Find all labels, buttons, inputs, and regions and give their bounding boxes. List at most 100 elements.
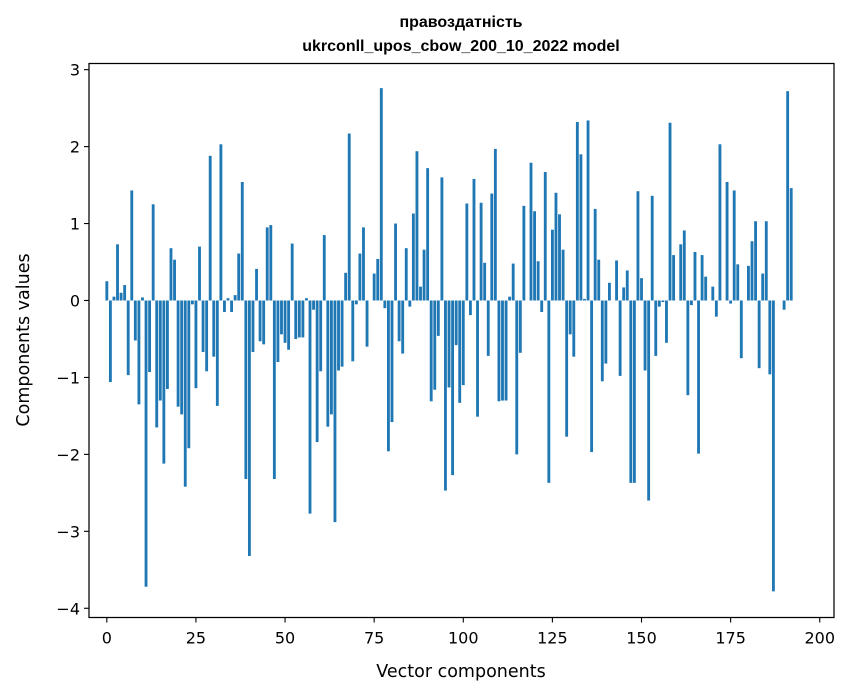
bar — [337, 300, 340, 371]
bar — [301, 300, 305, 338]
bar — [468, 300, 472, 316]
bar — [768, 300, 772, 375]
bar — [533, 211, 536, 301]
bar — [568, 300, 572, 335]
bar — [376, 258, 380, 301]
bar — [483, 262, 487, 301]
y-tick-label: 2 — [70, 138, 80, 157]
bar — [166, 300, 169, 389]
bar — [344, 272, 348, 301]
bar — [354, 300, 358, 305]
bar — [258, 300, 262, 342]
bar — [265, 227, 269, 301]
bar — [625, 270, 629, 301]
bar — [729, 300, 733, 304]
bars-group — [105, 88, 793, 592]
bar — [782, 300, 786, 310]
x-tick-label: 0 — [102, 629, 112, 648]
bar — [486, 300, 490, 356]
y-axis-ticks: −4 −3 −2 −1 0 1 2 3 — [56, 61, 89, 618]
bar — [704, 276, 708, 301]
bar — [387, 300, 390, 452]
bar — [205, 300, 209, 372]
bar — [529, 162, 533, 301]
y-tick-label: 3 — [70, 61, 80, 80]
bar — [233, 295, 237, 301]
bar — [665, 300, 668, 343]
x-tick-label: 75 — [364, 629, 384, 648]
bar — [223, 300, 226, 313]
bar — [347, 133, 351, 301]
bar — [518, 300, 522, 353]
bar — [689, 300, 693, 306]
bar — [686, 300, 690, 396]
bar — [137, 300, 141, 405]
bar — [383, 300, 387, 309]
bar — [711, 286, 715, 301]
bar — [465, 203, 469, 301]
bar — [251, 300, 255, 353]
y-tick-label: −1 — [56, 368, 80, 387]
y-tick-label: 1 — [70, 215, 80, 234]
bar — [550, 229, 554, 301]
bar — [476, 300, 479, 417]
x-tick-label: 100 — [448, 629, 479, 648]
chart-title-line2: ukrconll_upos_cbow_200_10_2022 model — [302, 38, 619, 55]
bar — [515, 300, 519, 455]
bar — [183, 300, 187, 487]
bar — [141, 297, 144, 301]
bar — [426, 168, 430, 301]
bar — [451, 300, 455, 476]
bar — [540, 300, 544, 313]
bar — [126, 300, 130, 376]
bar — [162, 300, 166, 464]
bar — [586, 120, 590, 301]
bar — [615, 260, 618, 301]
bar — [786, 91, 790, 301]
bar — [112, 296, 116, 301]
bar — [305, 298, 308, 301]
bar — [272, 300, 276, 479]
bar — [654, 300, 658, 356]
bar — [148, 300, 152, 373]
bar — [133, 300, 137, 341]
bar — [511, 263, 515, 301]
bar — [287, 300, 291, 350]
bar — [255, 268, 258, 301]
x-axis-label: Vector components — [376, 662, 545, 682]
bar — [504, 300, 508, 401]
bar — [319, 300, 323, 372]
bar — [415, 151, 419, 301]
bar — [130, 190, 134, 301]
bar — [408, 300, 412, 307]
bar — [312, 300, 315, 310]
bar — [237, 253, 241, 301]
bar — [618, 300, 622, 376]
bar — [397, 300, 401, 342]
bar — [682, 230, 686, 301]
bar — [700, 255, 704, 301]
bar — [508, 296, 512, 301]
chart-title-line1: правоздатність — [399, 14, 522, 31]
bar — [554, 192, 558, 301]
bar — [155, 300, 159, 428]
x-tick-label: 25 — [186, 629, 206, 648]
bar — [497, 300, 501, 402]
bar — [372, 273, 376, 301]
bar — [693, 252, 697, 301]
x-tick-label: 150 — [626, 629, 657, 648]
bar — [326, 300, 330, 427]
bar — [226, 298, 230, 301]
bar — [362, 227, 365, 301]
bar — [572, 300, 576, 357]
bar — [433, 300, 437, 390]
bar — [771, 300, 775, 592]
bar — [194, 300, 198, 389]
bar — [215, 300, 219, 406]
bar — [294, 300, 298, 339]
bar — [629, 300, 633, 483]
bar — [276, 300, 280, 363]
bar — [297, 300, 301, 338]
bar — [322, 235, 326, 301]
bar — [419, 286, 422, 301]
